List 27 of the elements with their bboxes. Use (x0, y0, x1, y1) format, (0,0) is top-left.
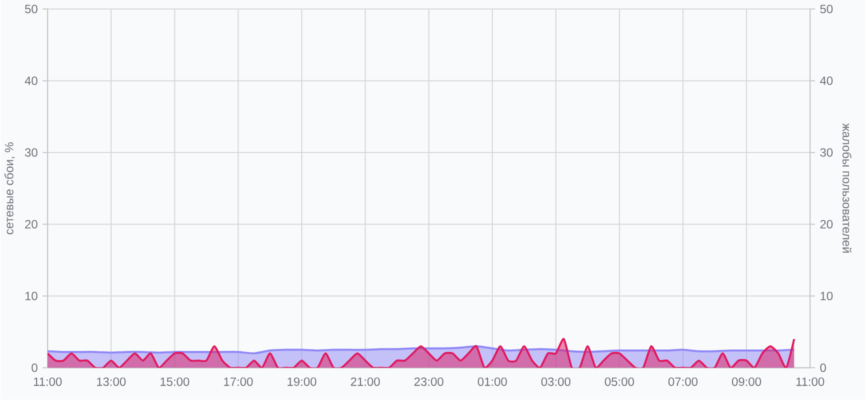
y-axis-title: сетевые сбои, % (4, 142, 15, 234)
x-tick-label: 11:00 (34, 378, 62, 386)
y-tick-label: 0 (32, 364, 38, 372)
y2-tick-label: 10 (820, 292, 833, 300)
y-tick-label: 30 (25, 148, 38, 157)
x-tick-label: 01:00 (478, 378, 507, 386)
x-tick-label: 11:00 (796, 378, 824, 386)
x-tick-label: 15:00 (160, 378, 190, 386)
y-tick-label: 40 (24, 76, 38, 86)
x-tick-label: 09:00 (732, 378, 762, 386)
y2-tick-label: 20 (820, 220, 833, 229)
y2-tick-label: 30 (820, 148, 833, 157)
y-tick-label: 50 (25, 4, 38, 14)
y2-axis-title: жалобы пользователей (842, 123, 852, 253)
x-tick-label: 05:00 (604, 378, 634, 386)
x-tick-label: 17:00 (224, 378, 253, 386)
x-tick-label: 23:00 (414, 378, 444, 386)
y2-tick-label: 40 (820, 76, 833, 86)
x-tick-label: 07:00 (668, 378, 698, 386)
x-tick-label: 13:00 (97, 378, 126, 386)
x-tick-label: 21:00 (350, 378, 380, 386)
y-tick-label: 20 (25, 220, 38, 229)
x-tick-label: 03:00 (541, 378, 570, 386)
y-tick-label: 10 (25, 292, 38, 300)
y2-tick-label: 50 (820, 4, 833, 14)
x-tick-label: 19:00 (288, 378, 316, 386)
y2-tick-label: 0 (820, 364, 826, 372)
